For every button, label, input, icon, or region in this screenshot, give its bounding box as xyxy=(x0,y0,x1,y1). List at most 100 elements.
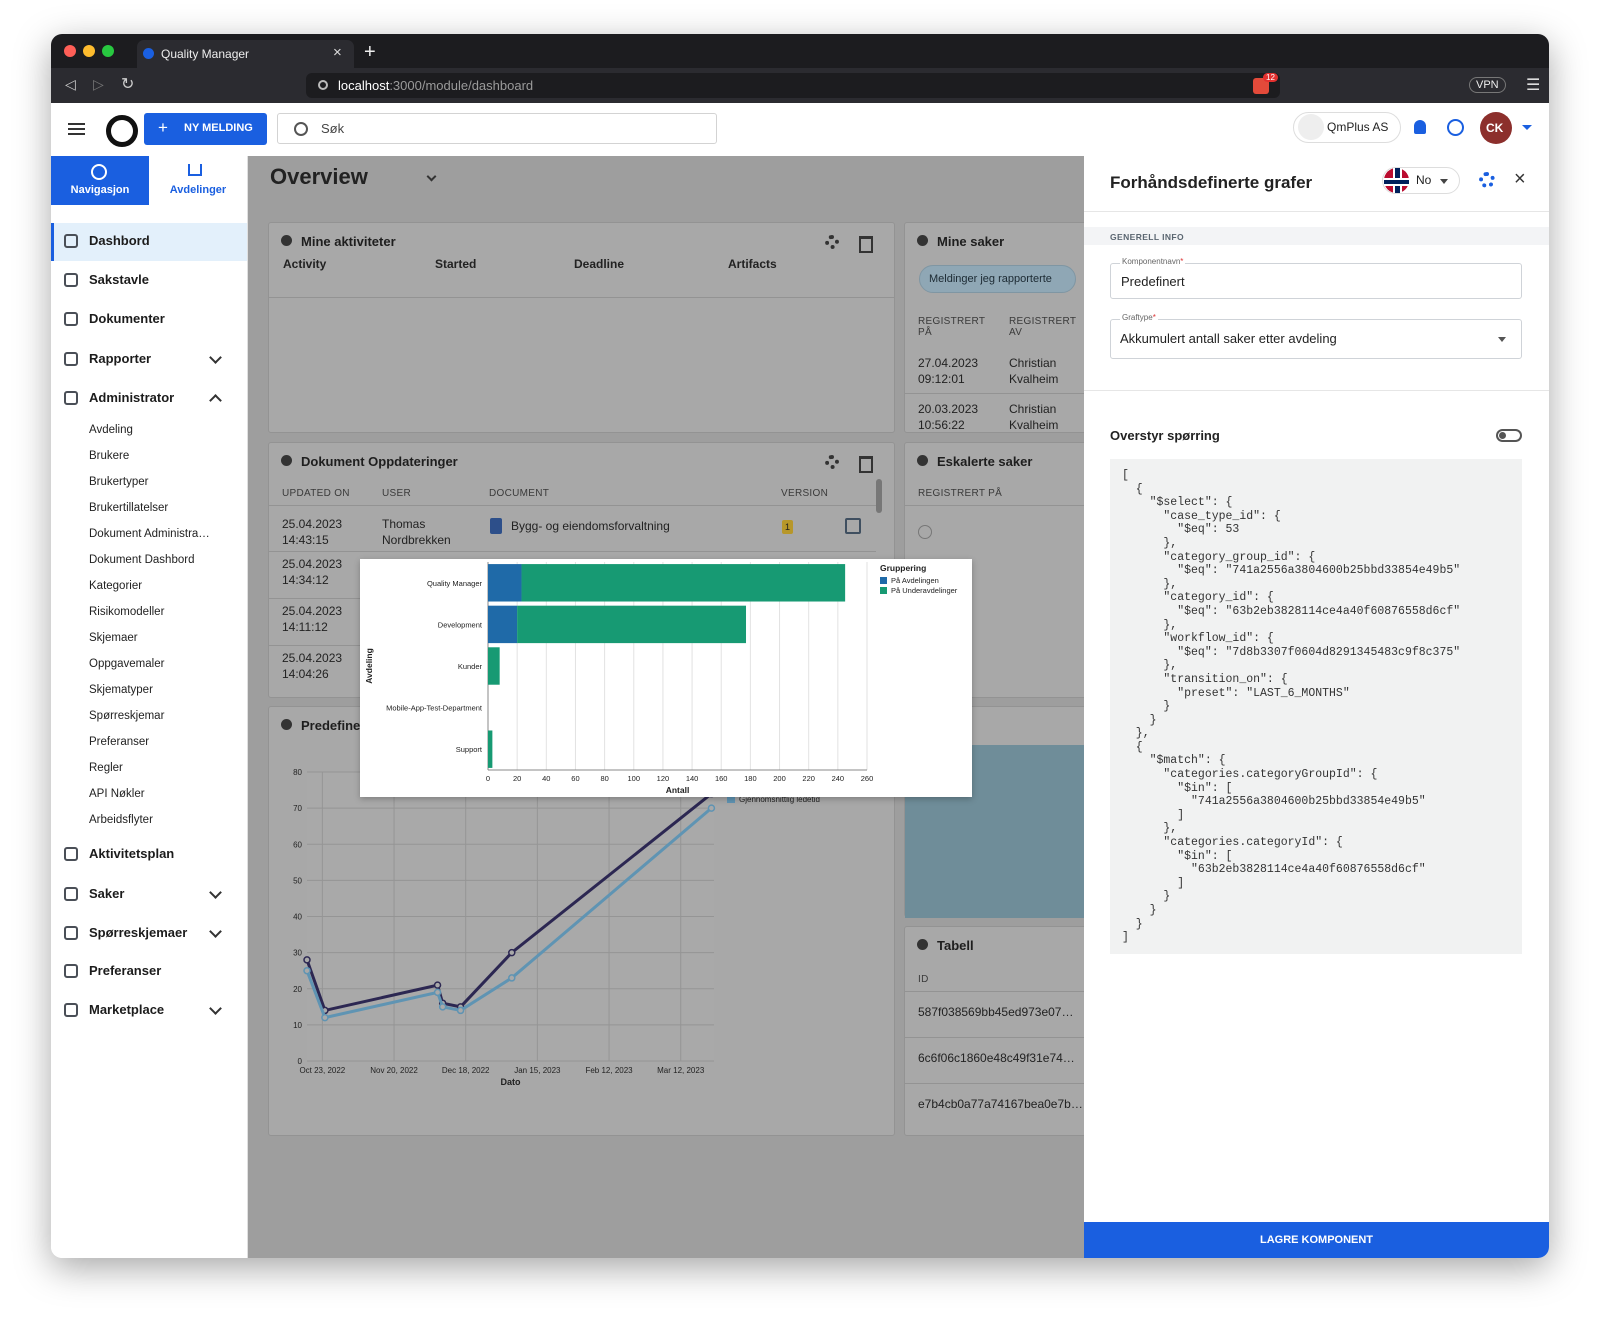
name-input[interactable] xyxy=(1110,263,1522,299)
row-divider xyxy=(905,1083,1095,1084)
plus-icon: + xyxy=(158,118,168,137)
query-editor[interactable]: [ { "$select": { "case_type_id": { "$eq"… xyxy=(1110,459,1522,954)
x-tick-label: Oct 23, 2022 xyxy=(299,1066,345,1075)
company-switch[interactable] xyxy=(1293,112,1401,143)
back-button[interactable]: ◁ xyxy=(65,76,76,92)
submenu-item[interactable]: Skjemaer xyxy=(89,632,138,644)
submenu-item[interactable]: Regler xyxy=(89,762,123,774)
gear-icon[interactable] xyxy=(825,235,839,249)
y-tick-label: 30 xyxy=(293,949,302,958)
widget-title: Tabell xyxy=(937,938,974,953)
open-icon[interactable] xyxy=(845,518,861,534)
search-field[interactable] xyxy=(277,113,717,144)
browser-window: Quality Manager × + ◁ ▷ ↻ localhost:3000… xyxy=(51,34,1549,1258)
avatar[interactable] xyxy=(1480,112,1512,144)
menu-item[interactable]: Marketplace xyxy=(89,1002,165,1017)
x-tick-label: 180 xyxy=(744,774,757,783)
menu-item[interactable]: Saker xyxy=(89,886,125,901)
menu-icon xyxy=(64,926,78,940)
close-button[interactable]: × xyxy=(1514,168,1526,190)
submenu-item[interactable]: Avdeling xyxy=(89,424,133,436)
type-value: Akkumulert antall saker etter avdeling xyxy=(1120,331,1337,346)
site-info-icon xyxy=(318,80,328,90)
submenu-item[interactable]: Spørreskjemar xyxy=(89,710,165,722)
activities-widget: Mine aktiviteter Activity Started Deadli… xyxy=(268,222,895,433)
departments-tab-label[interactable]: Avdelinger xyxy=(169,184,227,196)
flag-cross-h xyxy=(1384,178,1409,186)
submenu-item[interactable]: Dokument Administra… xyxy=(89,528,210,540)
menu-item[interactable]: Spørreskjemaer xyxy=(89,925,188,940)
org-icon[interactable] xyxy=(188,164,202,176)
menu-item[interactable]: Administrator xyxy=(89,390,175,405)
x-tick-label: Dec 18, 2022 xyxy=(442,1066,490,1075)
app-header: + NY MELDING Søk QmPlus AS CK xyxy=(51,103,1549,157)
reload-button[interactable]: ↻ xyxy=(121,76,135,93)
submenu-item[interactable]: Dokument Dashbord xyxy=(89,554,195,566)
submenu-item[interactable]: Kategorier xyxy=(89,580,143,592)
trash-icon[interactable] xyxy=(859,456,873,473)
legend-label: Gjennomsnittlig ledetid xyxy=(739,795,820,804)
row-divider xyxy=(905,991,1095,992)
type-select[interactable] xyxy=(1110,319,1522,359)
menu-item[interactable]: Dokumenter xyxy=(89,311,165,326)
trash-icon[interactable] xyxy=(859,236,873,253)
submenu-item[interactable]: Arbeidsflyter xyxy=(89,814,153,826)
column-header: Started xyxy=(435,257,477,271)
url-bar: ◁ ▷ ↻ localhost:3000/module/dashboard 12… xyxy=(51,68,1549,103)
submenu-item[interactable]: Preferanser xyxy=(89,736,150,748)
menu-item[interactable]: Aktivitetsplan xyxy=(89,846,175,861)
bell-icon[interactable] xyxy=(1414,120,1426,134)
filter-label: Meldinger jeg rapporterte xyxy=(929,273,1052,285)
menu-item[interactable]: Rapporter xyxy=(89,351,152,366)
save-label: LAGRE KOMPONENT xyxy=(1259,1234,1374,1246)
submenu-item[interactable]: Risikomodeller xyxy=(89,606,165,618)
gear-icon[interactable] xyxy=(825,455,839,469)
tab-close[interactable]: × xyxy=(333,44,342,61)
submenu-item[interactable]: API Nøkler xyxy=(89,788,145,800)
hamburger[interactable] xyxy=(68,123,85,125)
submenu-item[interactable]: Oppgavemaler xyxy=(89,658,165,670)
submenu-item[interactable]: Brukere xyxy=(89,450,130,462)
override-toggle[interactable] xyxy=(1496,429,1522,442)
avatar-initials: CK xyxy=(1486,121,1504,135)
menu-item[interactable]: Preferanser xyxy=(89,963,162,978)
cell[interactable]: Bygg- og eiendomsforvaltning xyxy=(511,519,670,533)
submenu-item[interactable]: Brukertyper xyxy=(89,476,149,488)
save-button[interactable] xyxy=(1084,1222,1549,1258)
browser-menu[interactable]: ☰ xyxy=(1526,77,1541,94)
menu-item[interactable]: Sakstavle xyxy=(89,272,149,287)
address-field[interactable] xyxy=(306,73,1280,98)
collapse-icon xyxy=(917,939,928,950)
url-host: localhost xyxy=(338,78,390,93)
column-header: Activity xyxy=(283,257,327,271)
menu-item[interactable]: Dashbord xyxy=(89,233,150,248)
column-header: REGISTRERT PÅ xyxy=(918,316,986,338)
max-dot xyxy=(102,45,114,57)
point xyxy=(303,966,311,975)
x-tick-label: 240 xyxy=(832,774,845,783)
new-message-button[interactable] xyxy=(144,113,267,145)
cell: Christian Kvalheim xyxy=(1009,402,1059,432)
submenu-item[interactable]: Skjematyper xyxy=(89,684,153,696)
submenu-item[interactable]: Brukertillatelser xyxy=(89,502,169,514)
new-tab[interactable]: + xyxy=(364,41,376,63)
divider xyxy=(1084,390,1549,391)
filter-chip[interactable] xyxy=(919,265,1076,293)
vpn-button[interactable]: VPN xyxy=(1469,77,1506,93)
active-tab[interactable] xyxy=(137,40,354,68)
cell: 20.03.2023 10:56:22 xyxy=(918,402,979,432)
settings-icon[interactable] xyxy=(1479,172,1495,188)
y-tick-label: 70 xyxy=(293,804,302,813)
language-select[interactable] xyxy=(1382,167,1460,194)
bar-segment xyxy=(517,605,747,644)
x-tick-label: 60 xyxy=(571,774,579,783)
collapse-icon xyxy=(281,719,292,730)
legend-swatch xyxy=(727,795,735,803)
x-tick-label: 140 xyxy=(686,774,699,783)
url-path: :3000/module/dashboard xyxy=(389,78,534,93)
section-band xyxy=(1084,227,1549,245)
help-icon[interactable] xyxy=(1447,119,1464,136)
collapse-icon xyxy=(281,235,292,246)
forward-button[interactable]: ▷ xyxy=(93,76,104,92)
divider xyxy=(1084,211,1549,212)
